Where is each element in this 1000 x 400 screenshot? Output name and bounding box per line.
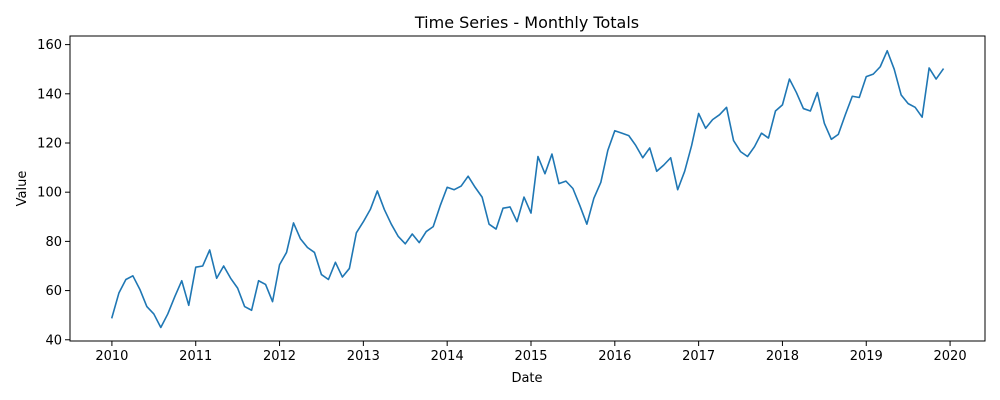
plot-frame [69,35,986,342]
x-axis: 2010 2011 2012 2013 2014 2015 2016 2017 2018 2019… [95,341,967,364]
x-tick-label: 2012 [263,349,296,364]
x-tick-label: 2011 [179,349,212,364]
y-tick-label: 80 [45,235,62,250]
y-tick-label: 120 [37,136,62,151]
x-tick-label: 2015 [514,349,547,364]
x-tick-label: 2018 [766,349,799,364]
x-tick-label: 2010 [95,349,128,364]
y-tick-label: 60 [45,284,62,299]
series-line-0 [110,49,945,329]
x-tick-label: 2013 [347,349,380,364]
y-tick-label: 140 [37,87,62,102]
x-tick-label: 2017 [682,349,715,364]
y-tick-label: 40 [45,333,62,348]
chart-title: Time Series - Monthly Totals [414,13,639,32]
y-tick-label: 100 [37,186,62,201]
series-layer [110,49,945,329]
x-tick-label: 2020 [934,349,967,364]
y-axis: 40 60 80 100 120 140 160 [37,38,70,348]
y-tick-label: 160 [37,38,62,53]
x-tick-label: 2014 [431,349,464,364]
x-axis-label: Date [511,371,542,386]
x-tick-label: 2016 [598,349,631,364]
y-axis-label: Value [15,171,30,207]
x-tick-label: 2019 [850,349,883,364]
